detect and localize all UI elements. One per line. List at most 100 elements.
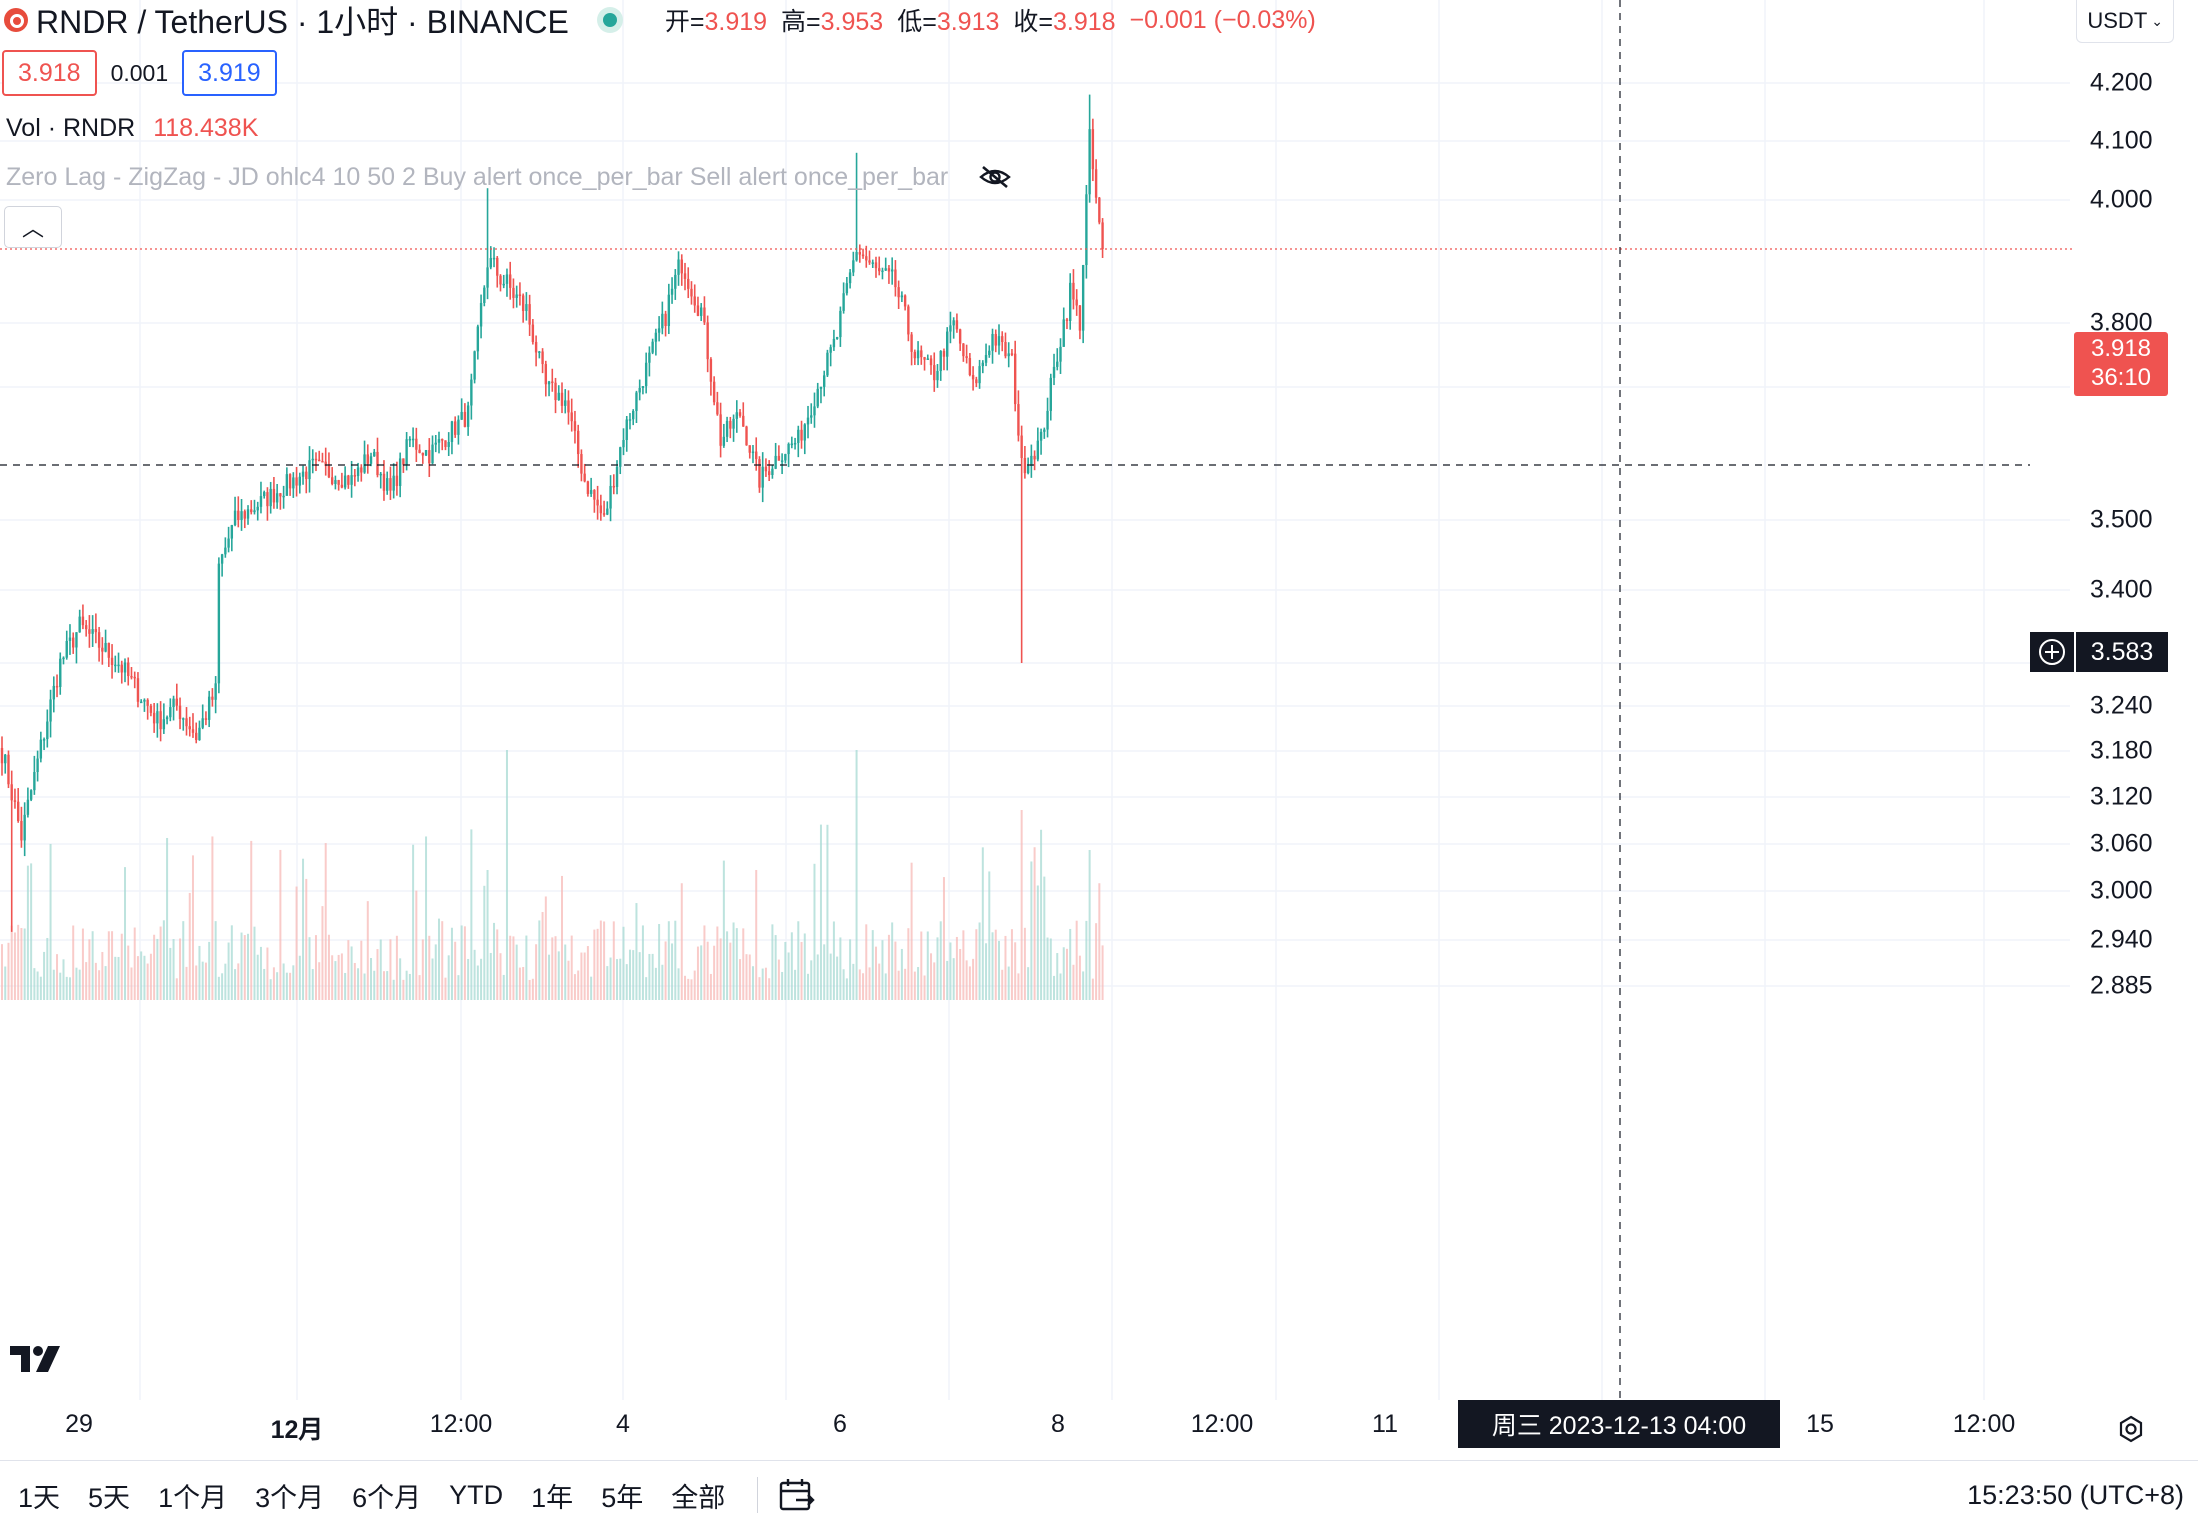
trade-buttons: 3.918 0.001 3.919	[2, 50, 277, 96]
candle-body	[91, 629, 94, 634]
candle-body	[567, 400, 570, 413]
range-1y-button[interactable]: 1年	[531, 1482, 574, 1513]
candle-body	[453, 421, 457, 435]
candle-body	[175, 698, 178, 706]
candle-body	[1001, 336, 1004, 343]
candle-body	[178, 705, 182, 720]
volume-bar	[923, 975, 926, 1000]
volume-bar	[1030, 861, 1033, 1000]
currency-selector[interactable]: USDT ⌄	[2076, 0, 2174, 43]
sell-button[interactable]: 3.918	[2, 50, 97, 96]
volume-bar	[700, 945, 703, 1000]
candle-body	[214, 683, 217, 700]
clock-timezone[interactable]: 15:23:50 (UTC+8)	[1967, 1479, 2184, 1510]
volume-bar	[505, 750, 508, 1000]
volume-bar	[366, 901, 369, 1000]
close-label: 收=	[1013, 8, 1053, 36]
range-3m-button[interactable]: 3个月	[255, 1482, 325, 1513]
candle-body	[1078, 305, 1082, 331]
calendar-goto-icon[interactable]	[776, 1475, 816, 1515]
candle-body	[554, 382, 557, 401]
volume-bar	[719, 938, 722, 1000]
candle-body	[1046, 410, 1049, 430]
volume-bar	[392, 979, 395, 1000]
candle-body	[732, 418, 735, 429]
volume-bar	[900, 948, 903, 1000]
volume-bar	[59, 972, 62, 1000]
volume-bar	[337, 954, 340, 1000]
time-tick-label: 8	[1051, 1410, 1065, 1438]
volume-bar	[221, 973, 224, 1000]
collapse-legend-button[interactable]: ︿	[4, 206, 62, 248]
candle-body	[46, 721, 49, 740]
indicator-legend[interactable]: Zero Lag - ZigZag - JD ohlc4 10 50 2 Buy…	[6, 162, 1012, 192]
volume-bar	[554, 936, 557, 1000]
volume-bar	[680, 883, 683, 1000]
candle-body	[405, 439, 408, 465]
volume-bar	[195, 965, 198, 1000]
buy-button[interactable]: 3.919	[182, 50, 277, 96]
range-5d-button[interactable]: 5天	[88, 1482, 131, 1513]
add-alert-button[interactable]	[2030, 632, 2074, 672]
eye-hidden-icon[interactable]	[978, 162, 1012, 192]
high-label: 高=	[781, 8, 821, 36]
candle-body	[16, 801, 20, 821]
volume-bar	[289, 972, 292, 1000]
range-1m-button[interactable]: 1个月	[158, 1482, 228, 1513]
chart-canvas[interactable]	[0, 0, 2198, 1460]
range-5y-button[interactable]: 5年	[601, 1482, 644, 1513]
volume-bar	[819, 824, 822, 1000]
candle-body	[874, 262, 878, 269]
candle-body	[868, 260, 871, 263]
candle-body	[839, 310, 842, 338]
candle-body	[832, 338, 836, 348]
market-status-icon[interactable]	[602, 13, 617, 27]
range-6m-button[interactable]: 6个月	[352, 1482, 422, 1513]
tradingview-logo-icon[interactable]	[8, 1340, 72, 1380]
volume-bar	[716, 926, 719, 1000]
volume-bar	[1, 944, 3, 1000]
volume-bar	[256, 954, 259, 1000]
candle-body	[114, 664, 117, 667]
candle-body	[512, 287, 515, 298]
volume-bar	[1004, 935, 1007, 1000]
volume-bar	[829, 953, 832, 1000]
settings-icon[interactable]	[2116, 1414, 2146, 1444]
volume-bar	[253, 926, 256, 1000]
range-all-button[interactable]: 全部	[671, 1482, 726, 1513]
volume-bar	[735, 928, 738, 1000]
volume-bar	[386, 971, 389, 1000]
volume-bar	[586, 946, 589, 1000]
candle-body	[602, 513, 606, 515]
volume-bar	[331, 955, 334, 1000]
volume-bar	[748, 954, 751, 1000]
symbol-title[interactable]: RNDR / TetherUS · 1小时 · BINANCE	[36, 4, 569, 40]
candle-body	[1020, 435, 1023, 459]
candle-body	[609, 485, 612, 509]
candle-body	[858, 252, 862, 255]
volume-bar	[868, 967, 871, 1000]
volume-legend[interactable]: Vol · RNDR 118.438K	[6, 114, 258, 143]
volume-bar	[988, 871, 991, 1000]
candle-body	[327, 465, 331, 478]
candle-body	[139, 701, 143, 704]
range-1d-button[interactable]: 1天	[18, 1482, 61, 1513]
volume-bar	[612, 921, 615, 1000]
volume-bar	[395, 935, 398, 1000]
close-value: 3.918	[1052, 8, 1116, 36]
volume-bar	[1059, 973, 1062, 1000]
volume-bar	[897, 970, 900, 1000]
candle-body	[81, 616, 85, 626]
range-ytd-button[interactable]: YTD	[449, 1479, 504, 1510]
candle-body	[632, 410, 635, 420]
candle-body	[696, 305, 700, 316]
price-tick-label: 3.180	[2090, 736, 2153, 765]
candle-body	[835, 337, 839, 339]
volume-bar	[457, 975, 460, 1000]
volume-bar	[133, 927, 136, 1000]
candle-body	[314, 458, 318, 461]
volume-bar	[1098, 883, 1101, 1000]
volume-bar	[813, 863, 816, 1000]
candle-body	[861, 254, 865, 257]
volume-bar	[794, 969, 797, 1000]
